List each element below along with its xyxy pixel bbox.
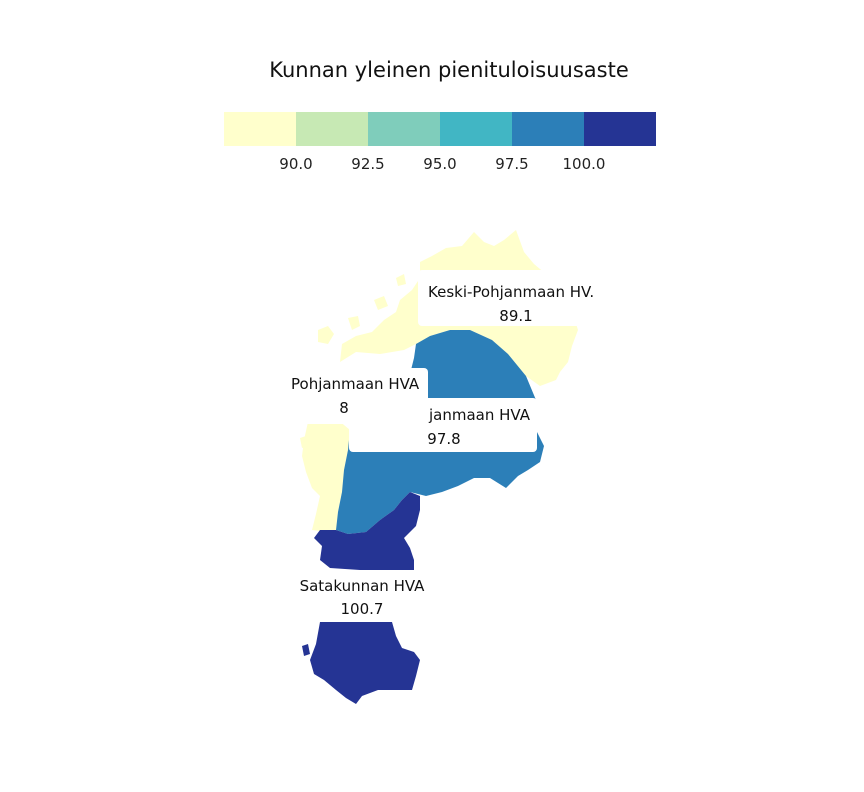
legend-swatch-5 (512, 112, 584, 146)
legend-tick-4: 97.5 (495, 155, 528, 173)
legend-swatch-1 (224, 112, 296, 146)
region-satakunta-islet (302, 644, 310, 656)
region-satakunta-shape-south[interactable] (310, 622, 420, 704)
label-box (284, 570, 440, 622)
region-satakunta[interactable] (302, 492, 420, 704)
region-pohjanmaa-islet (300, 436, 308, 448)
label-box (349, 398, 537, 452)
legend-tick-5: 100.0 (563, 155, 606, 173)
region-value-label: 100.7 (341, 600, 384, 618)
legend-swatch-6 (584, 112, 656, 146)
map-title: Kunnan yleinen pienituloisuusaste (269, 58, 629, 82)
label-satakunta: Satakunnan HVA 100.7 (284, 570, 440, 622)
region-value-label: 89.1 (499, 307, 532, 325)
region-keski-pohjanmaa-islet (396, 274, 406, 286)
region-satakunta-shape-north[interactable] (314, 492, 420, 570)
legend-tick-1: 90.0 (279, 155, 312, 173)
label-etela-pohjanmaa: janmaan HVA 97.8 (349, 398, 537, 452)
region-keski-pohjanmaa-islet (374, 296, 388, 310)
label-keski-pohjanmaa: Keski-Pohjanmaan HV. 89.1 (418, 270, 594, 326)
legend-tick-2: 92.5 (351, 155, 384, 173)
region-name-label: Pohjanmaan HVA (291, 375, 420, 393)
region-name-label: Keski-Pohjanmaan HV. (428, 283, 594, 301)
legend-swatch-4 (440, 112, 512, 146)
legend-tick-3: 95.0 (423, 155, 456, 173)
region-value-label: 97.8 (427, 430, 460, 448)
region-name-label: janmaan HVA (428, 406, 531, 424)
label-box (418, 270, 594, 326)
region-pohjanmaa[interactable] (300, 418, 350, 532)
region-name-label: Satakunnan HVA (300, 577, 426, 595)
legend-swatch-3 (368, 112, 440, 146)
region-pohjanmaa-shape[interactable] (302, 418, 350, 532)
region-keski-pohjanmaa-islet (348, 316, 360, 330)
legend-swatch-2 (296, 112, 368, 146)
region-keski-pohjanmaa-islet (318, 326, 334, 344)
color-legend: 90.0 92.5 95.0 97.5 100.0 (224, 112, 656, 173)
